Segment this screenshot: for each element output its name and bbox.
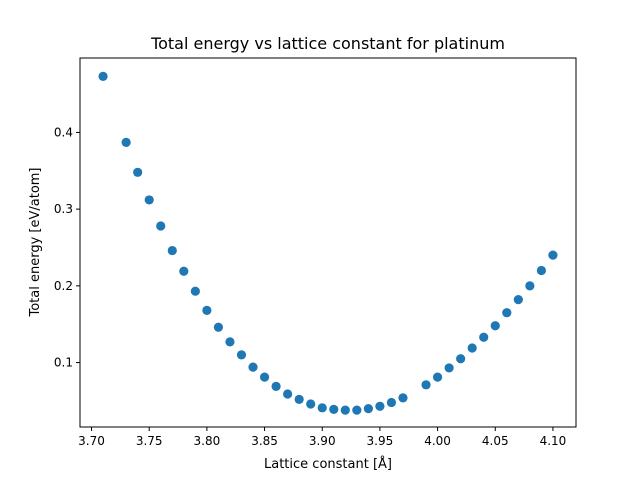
data-point — [259, 372, 270, 382]
x-tick-label: 4.00 — [424, 434, 451, 448]
data-point — [467, 343, 477, 353]
data-point — [121, 137, 131, 147]
y-axis-ticks: 0.1 0.2 0.3 0.4 — [54, 125, 80, 370]
y-tick-label: 0.4 — [54, 125, 73, 139]
data-point — [479, 332, 489, 342]
data-point — [421, 380, 431, 390]
x-tick-label: 3.70 — [78, 434, 105, 448]
data-point — [490, 321, 500, 331]
data-point — [179, 266, 189, 276]
data-point — [190, 286, 200, 296]
y-axis-label: Total energy [eV/atom] — [28, 167, 43, 317]
x-tick-label: 3.90 — [309, 434, 336, 448]
data-point — [363, 403, 373, 414]
data-point — [248, 362, 258, 372]
data-point — [375, 401, 385, 411]
data-point — [536, 265, 547, 276]
data-point — [283, 389, 293, 399]
data-point — [329, 404, 339, 414]
data-point — [340, 405, 350, 415]
x-tick-label: 3.95 — [367, 434, 394, 448]
y-tick-label: 0.3 — [54, 202, 73, 216]
data-point — [386, 397, 397, 408]
x-tick-label: 3.85 — [251, 434, 278, 448]
data-point — [202, 305, 212, 315]
data-point — [513, 295, 523, 305]
x-tick-label: 4.10 — [540, 434, 567, 448]
data-point — [133, 167, 143, 177]
data-point — [213, 322, 224, 332]
x-tick-label: 4.05 — [482, 434, 509, 448]
data-point — [225, 337, 235, 347]
data-point — [548, 250, 558, 260]
data-point — [271, 381, 281, 391]
plot-frame — [79, 57, 577, 428]
data-point — [352, 405, 362, 415]
data-point — [156, 221, 166, 231]
data-point — [317, 403, 327, 413]
data-point — [236, 350, 247, 360]
y-tick-label: 0.2 — [54, 279, 73, 293]
y-tick-label: 0.1 — [54, 356, 73, 370]
data-point — [167, 245, 177, 256]
data-point — [456, 354, 466, 364]
data-points — [98, 71, 558, 415]
data-point — [525, 281, 535, 291]
data-point — [502, 308, 512, 318]
x-tick-label: 3.80 — [194, 434, 221, 448]
data-point — [306, 399, 316, 409]
chart-title: Total energy vs lattice constant for pla… — [150, 34, 505, 53]
data-point — [432, 372, 443, 382]
data-point — [444, 363, 454, 373]
x-axis-label: Lattice constant [Å] — [264, 456, 392, 472]
data-point — [98, 71, 108, 82]
data-point — [144, 195, 154, 205]
x-tick-label: 3.75 — [136, 434, 163, 448]
data-point — [398, 393, 408, 403]
x-axis-ticks: 3.70 3.75 3.80 3.85 3.90 3.95 4.00 4.05 4.10 — [78, 427, 566, 448]
data-point — [294, 394, 304, 404]
